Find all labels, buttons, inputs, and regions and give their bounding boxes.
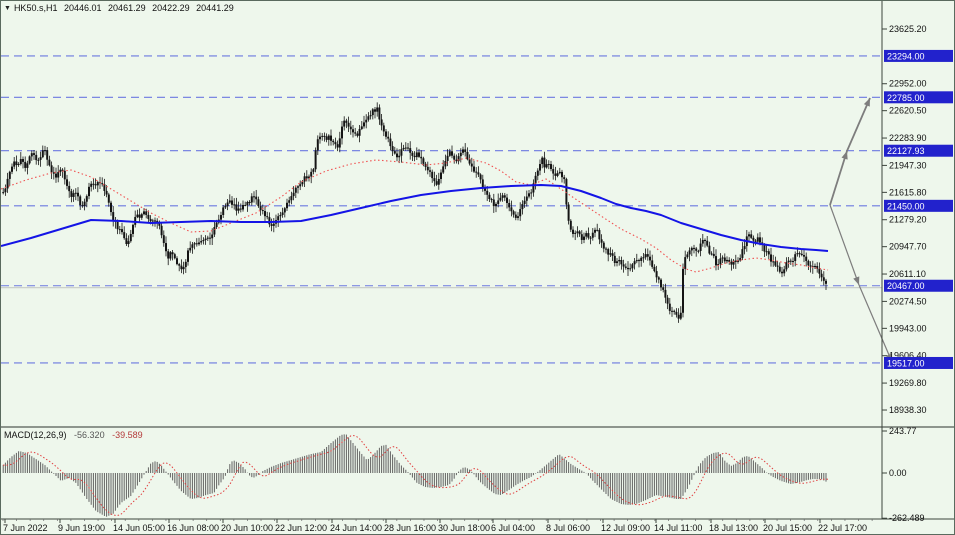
svg-text:22127.93: 22127.93 [887,146,925,156]
svg-text:20947.70: 20947.70 [889,242,927,252]
svg-text:12 Jul 09:00: 12 Jul 09:00 [601,523,650,533]
svg-text:20 Jun 10:00: 20 Jun 10:00 [221,523,273,533]
svg-text:24 Jun 14:00: 24 Jun 14:00 [330,523,382,533]
svg-text:22785.00: 22785.00 [887,93,925,103]
svg-text:14 Jun 05:00: 14 Jun 05:00 [113,523,165,533]
svg-text:20274.50: 20274.50 [889,296,927,306]
svg-text:22620.50: 22620.50 [889,106,927,116]
svg-text:21947.30: 21947.30 [889,160,927,170]
ma-fast-red-dotted [1,157,829,273]
high-value: 20461.29 [108,3,146,13]
svg-text:20 Jul 15:00: 20 Jul 15:00 [763,523,812,533]
symbol-info-bar: ▼ HK50.s,H1 20446.01 20461.29 20422.29 20… [4,3,238,14]
projection-arrows [829,97,893,363]
close-value: 20441.29 [196,3,234,13]
level-lines-layer [1,55,882,364]
svg-text:20467.00: 20467.00 [887,281,925,291]
svg-text:243.77: 243.77 [889,426,917,436]
svg-text:0.00: 0.00 [889,468,907,478]
svg-text:7 Jun 2022: 7 Jun 2022 [3,523,48,533]
svg-text:20611.10: 20611.10 [889,269,926,279]
svg-text:19517.00: 19517.00 [887,358,925,368]
svg-text:22952.00: 22952.00 [889,79,927,89]
svg-text:18938.30: 18938.30 [889,405,927,415]
svg-text:19606.40: 19606.40 [889,351,927,361]
svg-text:9 Jun 19:00: 9 Jun 19:00 [58,523,105,533]
svg-text:28 Jun 16:00: 28 Jun 16:00 [384,523,436,533]
candles-layer [2,102,827,323]
svg-text:21615.80: 21615.80 [889,187,927,197]
collapse-indicator-icon[interactable]: ▼ [4,5,11,12]
svg-text:22 Jul 17:00: 22 Jul 17:00 [818,523,867,533]
svg-text:22283.90: 22283.90 [889,133,927,143]
low-value: 20422.29 [152,3,190,13]
open-value: 20446.01 [63,3,102,13]
svg-text:16 Jun 08:00: 16 Jun 08:00 [167,523,219,533]
time-axis[interactable]: 7 Jun 2022 9 Jun 19:00 14 Jun 05:00 16 Jun … [2,519,873,533]
svg-text:8 Jul 06:00: 8 Jul 06:00 [546,523,590,533]
macd-name: MACD(12,26,9) [4,430,67,440]
ma-slow-blue [1,184,829,252]
svg-text:30 Jun 18:00: 30 Jun 18:00 [438,523,490,533]
svg-text:21450.00: 21450.00 [887,201,925,211]
svg-text:19943.00: 19943.00 [889,323,927,333]
svg-text:18 Jul 13:00: 18 Jul 13:00 [709,523,758,533]
svg-text:-262.489: -262.489 [889,513,925,523]
macd-main-value: -56.320 [74,430,105,440]
svg-text:23625.20: 23625.20 [889,24,927,34]
macd-indicator-label: MACD(12,26,9) -56.320 -39.589 [4,430,148,441]
svg-text:6 Jul 04:00: 6 Jul 04:00 [491,523,535,533]
svg-text:19269.80: 19269.80 [889,378,927,388]
svg-text:23294.00: 23294.00 [887,51,925,61]
symbol-period-label: HK50.s,H1 [13,3,58,13]
svg-text:21279.20: 21279.20 [889,215,927,225]
svg-text:22 Jun 12:00: 22 Jun 12:00 [275,523,327,533]
macd-signal-value: -39.589 [112,430,143,440]
svg-text:14 Jul 11:00: 14 Jul 11:00 [654,523,702,533]
price-axis[interactable]: 23625.20 22952.00 22620.50 22283.90 21947.30… [882,24,953,523]
